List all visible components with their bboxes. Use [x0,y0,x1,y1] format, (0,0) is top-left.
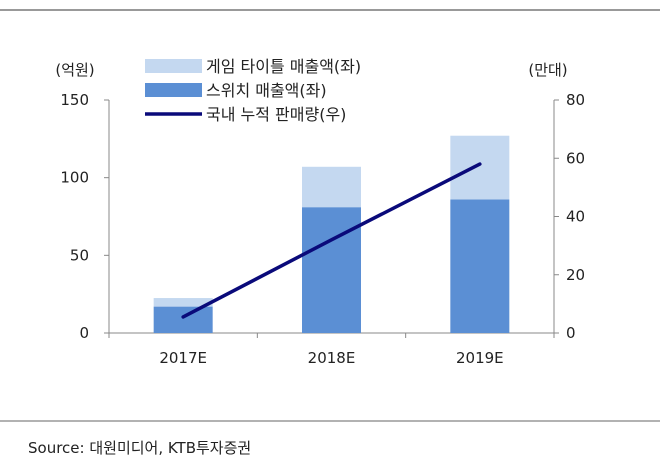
bar-2018E [302,166,361,208]
left-tick-label: 150 [60,91,89,109]
right-tick-label: 0 [566,324,576,342]
bar-2017E [153,298,213,307]
legend-label: 스위치 매출액(좌) [206,81,327,100]
x-tick-label: 2017E [159,349,207,367]
source-note: Source: 대원미디어, KTB투자증권 [28,439,251,457]
right-tick-label: 40 [566,208,585,226]
left-tick-label: 0 [79,324,89,342]
x-tick-label: 2019E [456,349,504,367]
right-axis-label: (만대) [528,61,567,79]
left-tick-label: 50 [70,246,89,264]
right-tick-label: 60 [566,149,585,167]
legend-label: 게임 타이틀 매출액(좌) [206,57,361,76]
bar-2019E [450,199,510,333]
legend-swatch [145,59,202,73]
bar-2018E [302,207,361,333]
bar-2017E [153,306,213,333]
x-tick-label: 2018E [308,349,356,367]
right-tick-label: 80 [566,91,585,109]
right-tick-label: 20 [566,266,585,284]
legend-swatch [145,83,202,97]
bar-2019E [450,135,510,200]
legend-label: 국내 누적 판매량(우) [206,105,346,124]
left-axis-label: (억원) [55,61,94,79]
left-tick-label: 100 [60,169,89,187]
